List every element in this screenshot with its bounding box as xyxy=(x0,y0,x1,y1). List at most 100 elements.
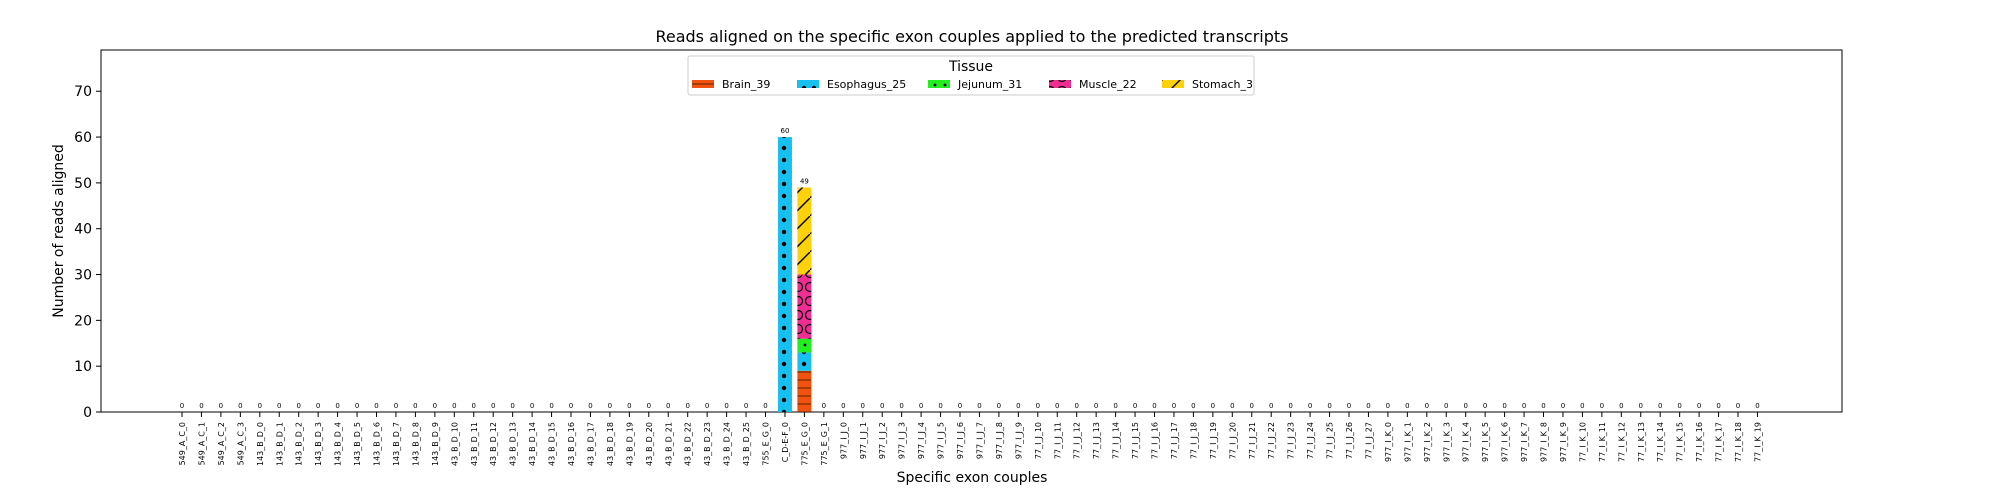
bar-value-label: 0 xyxy=(258,402,262,410)
x-tick-label: 977_I_K_8 xyxy=(1540,422,1549,462)
bar-value-label: 0 xyxy=(199,402,203,410)
bars-layer xyxy=(777,137,812,412)
x-tick-label: 43_B_D_22 xyxy=(684,422,693,466)
x-tick-label: 977_I_J_0 xyxy=(839,422,848,459)
bar-value-label: 0 xyxy=(705,402,709,410)
x-tick-label: 43_B_D_14 xyxy=(528,422,537,466)
x-tick-label: 77_I_J_18 xyxy=(1189,422,1198,459)
bar-value-label: 0 xyxy=(1697,402,1701,410)
bar-value-label: 49 xyxy=(800,177,809,185)
bar-value-label: 0 xyxy=(1639,402,1643,410)
x-tick-label: 143_B_D_6 xyxy=(373,422,382,466)
x-tick-label: 977_I_J_9 xyxy=(1014,422,1023,459)
x-tick-label: 977_I_J_8 xyxy=(995,422,1004,459)
x-tick-label: 77_I_J_12 xyxy=(1073,422,1082,459)
x-tick-label: 43_B_D_10 xyxy=(450,422,459,466)
x-tick-label: 143_B_D_2 xyxy=(295,422,304,466)
legend-swatch-hatch xyxy=(1049,80,1071,88)
bar-value-label: 0 xyxy=(1074,402,1078,410)
bar-value-label: 0 xyxy=(1619,402,1623,410)
bar-value-label: 0 xyxy=(744,402,748,410)
bar-value-label: 0 xyxy=(452,402,456,410)
bar-segment-hatch xyxy=(777,137,792,412)
bar-value-label: 0 xyxy=(1502,402,1506,410)
bar-value-label: 0 xyxy=(238,402,242,410)
x-tick-label: 143_B_D_8 xyxy=(411,422,420,466)
bar-value-label: 0 xyxy=(861,402,865,410)
y-tick-label: 60 xyxy=(74,130,92,146)
bar-value-label: 0 xyxy=(899,402,903,410)
bar-value-label: 0 xyxy=(919,402,923,410)
bar-value-label: 0 xyxy=(277,402,281,410)
bar-value-label: 0 xyxy=(549,402,553,410)
x-tick-label: 977_I_J_1 xyxy=(859,422,868,459)
bar-value-label: 0 xyxy=(1308,402,1312,410)
x-tick-label: 43_B_D_24 xyxy=(723,422,732,466)
x-tick-label: 977_I_K_0 xyxy=(1384,422,1393,462)
x-tick-label: 549_A_C_2 xyxy=(217,422,226,465)
bar-value-label: 0 xyxy=(647,402,651,410)
x-tick-label: 77_I_J_14 xyxy=(1112,422,1121,459)
x-tick-label: 77_I_K_10 xyxy=(1578,422,1587,462)
bar-value-label: 0 xyxy=(316,402,320,410)
x-tick-label: 77_I_J_27 xyxy=(1364,422,1373,459)
bar-value-label: 0 xyxy=(413,402,417,410)
x-tick-label: 549_A_C_0 xyxy=(178,422,187,465)
bar-value-label: 0 xyxy=(608,402,612,410)
x-tick-label: 43_B_D_16 xyxy=(567,422,576,466)
legend-swatch-hatch xyxy=(797,80,819,88)
x-tick-label: 977_I_K_1 xyxy=(1403,422,1412,462)
bar-value-label: 0 xyxy=(569,402,573,410)
bar-value-label: 0 xyxy=(1736,402,1740,410)
bar-segment-hatch xyxy=(797,338,812,353)
bar-value-label: 0 xyxy=(1444,402,1448,410)
value-labels: 0 0 0 0 0 0 0 0 0 0 0 0 0 0 0 0 0 0 0 0 0 0 0 0 0 0 0 0 0 0 0 60 49 0 0 0 0 0… xyxy=(180,127,1760,410)
x-tick-label: 977_I_J_3 xyxy=(898,422,907,459)
bar-value-label: 0 xyxy=(1658,402,1662,410)
bar-value-label: 0 xyxy=(1152,402,1156,410)
bar-value-label: 0 xyxy=(1250,402,1254,410)
bar-value-label: 0 xyxy=(1211,402,1215,410)
legend-box xyxy=(687,55,1255,96)
x-tick-label: 977_I_K_6 xyxy=(1501,422,1510,462)
bar-value-label: 0 xyxy=(1755,402,1759,410)
y-tick-label: 50 xyxy=(74,176,92,192)
legend-items: Brain_39 Esophagus_25 Jejunum_31 Muscle_22 S… xyxy=(692,78,1253,91)
x-axis: 549_A_C_0 549_A_C_1 549_A_C_2 549_A_C_3 143_… xyxy=(178,412,1762,466)
bar-value-label: 0 xyxy=(1463,402,1467,410)
x-tick-label: 977_I_J_4 xyxy=(917,422,926,459)
x-tick-label: 977_I_J_5 xyxy=(937,422,946,459)
x-tick-label: 77_I_J_19 xyxy=(1209,422,1218,459)
x-tick-label: 143_B_D_3 xyxy=(314,422,323,466)
x-tick-label: 77_I_J_25 xyxy=(1326,422,1335,459)
bar-value-label: 0 xyxy=(374,402,378,410)
x-tick-label: 755_E_G_0 xyxy=(762,422,771,466)
chart-title: Reads aligned on the specific exon coupl… xyxy=(655,27,1288,46)
bar-value-label: 0 xyxy=(841,402,845,410)
legend-swatch-hatch xyxy=(928,80,950,88)
x-tick-label: 43_B_D_25 xyxy=(742,422,751,466)
bar-value-label: 0 xyxy=(627,402,631,410)
x-tick-label: 77_I_J_23 xyxy=(1287,422,1296,459)
bar-value-label: 0 xyxy=(1036,402,1040,410)
y-tick-label: 20 xyxy=(74,313,92,329)
x-tick-label: 143_B_D_1 xyxy=(275,422,284,466)
legend: Tissue Brain_39 Esophagus_25 Jejunum_31 Mus… xyxy=(687,55,1255,96)
x-tick-label: 549_A_C_3 xyxy=(236,422,245,465)
bar-value-label: 0 xyxy=(1600,402,1604,410)
bar-value-label: 0 xyxy=(180,402,184,410)
bar-value-label: 0 xyxy=(997,402,1001,410)
bar-value-label: 0 xyxy=(1366,402,1370,410)
bar-segment-hatch xyxy=(797,274,812,339)
bar-value-label: 0 xyxy=(938,402,942,410)
bar-value-label: 0 xyxy=(1561,402,1565,410)
bar-value-label: 0 xyxy=(335,402,339,410)
x-tick-label: 775_E_G_1 xyxy=(820,422,829,466)
y-tick-label: 40 xyxy=(74,222,92,238)
x-tick-label: 77_I_J_10 xyxy=(1034,422,1043,459)
x-tick-label: 77_I_J_16 xyxy=(1151,422,1160,459)
x-tick-label: 43_B_D_19 xyxy=(625,422,634,466)
y-axis: 0 10 20 30 40 50 60 70 xyxy=(74,84,101,421)
bar-value-label: 60 xyxy=(780,127,789,135)
